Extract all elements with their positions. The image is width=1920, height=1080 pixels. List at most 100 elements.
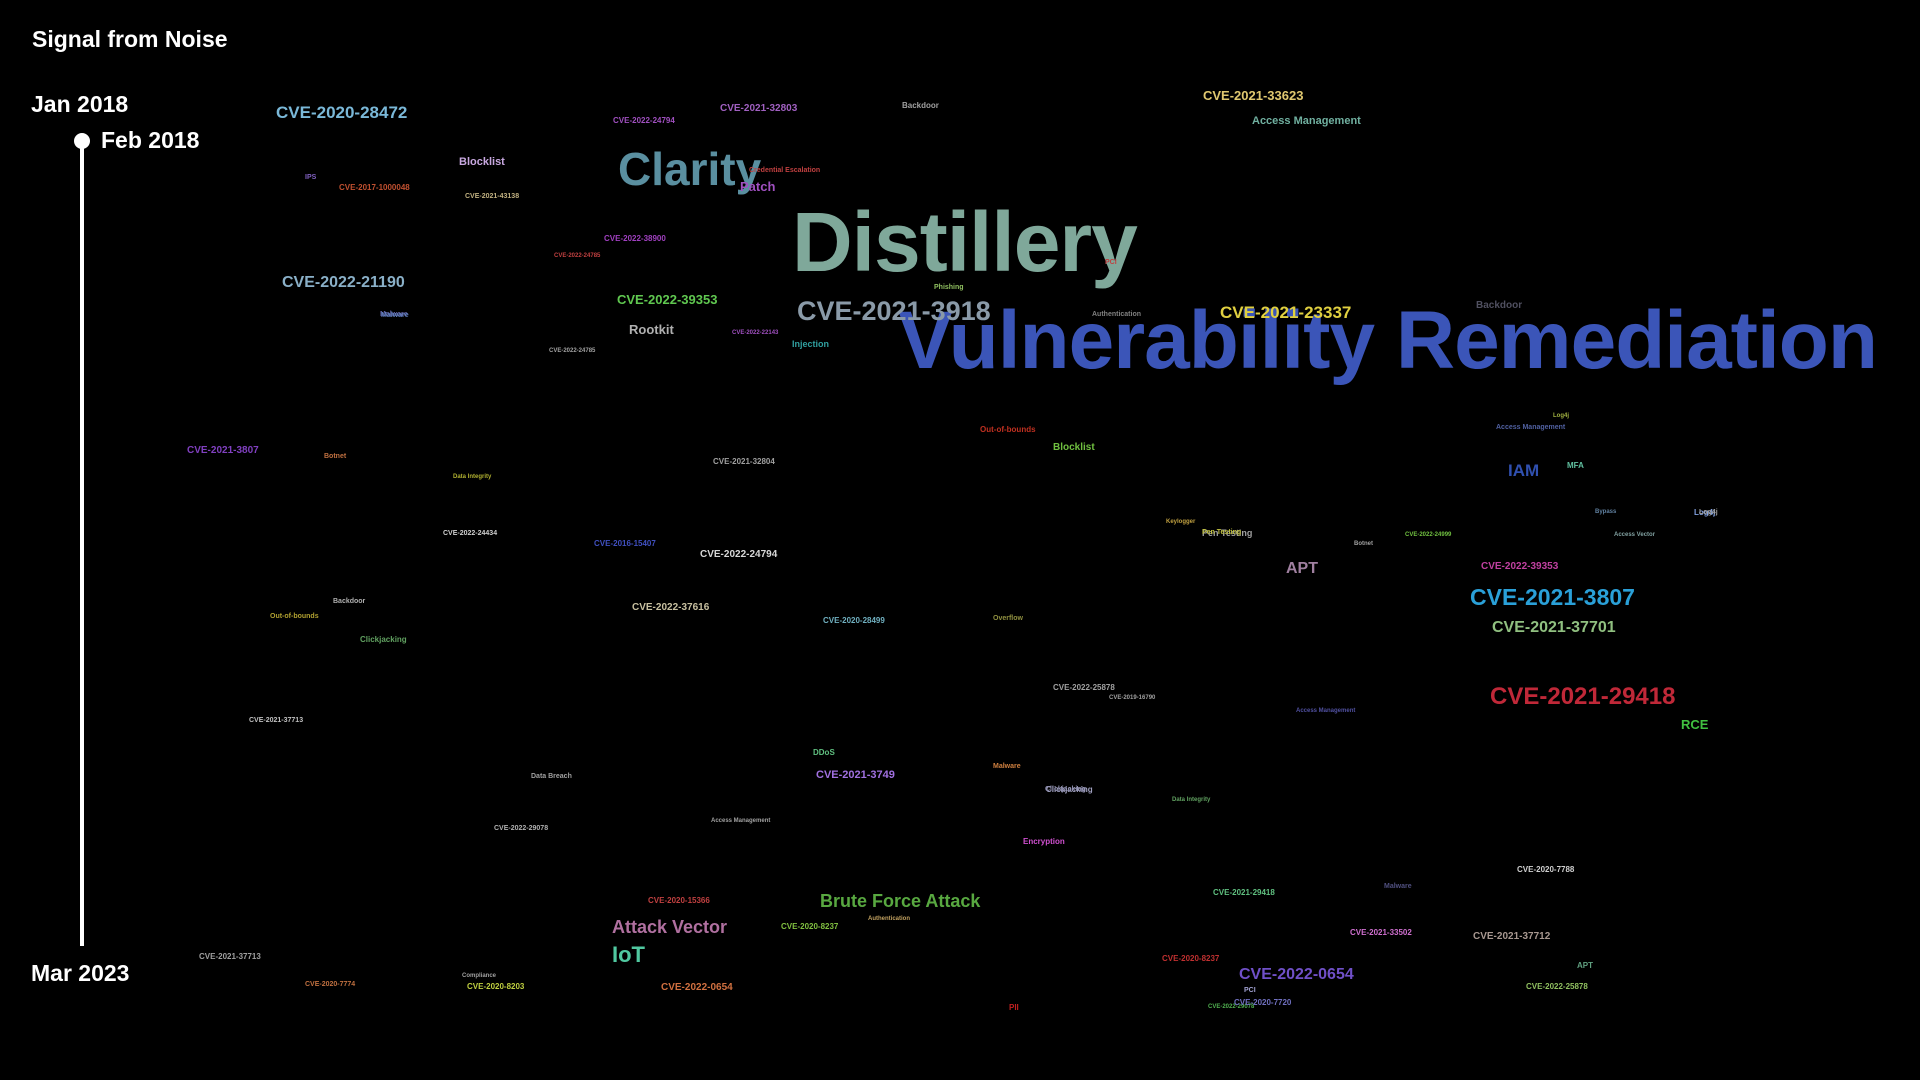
cloud-term[interactable]: CVE-2020-7774 <box>305 981 356 988</box>
cloud-term[interactable]: Brute Force Attack <box>820 891 981 911</box>
cloud-term[interactable]: PII <box>1009 1003 1019 1012</box>
cloud-term[interactable]: Credential Escalation <box>749 167 821 174</box>
cloud-term[interactable]: Access Management <box>1252 115 1361 127</box>
cloud-term[interactable]: Access Vector <box>1614 532 1656 538</box>
cloud-term[interactable]: CVE-2022-24785 <box>554 253 601 259</box>
cloud-term[interactable]: MFA <box>1567 461 1584 470</box>
cloud-term[interactable]: Pen Testing <box>1202 528 1253 538</box>
cloud-term[interactable]: APT <box>1286 560 1318 577</box>
cloud-term[interactable]: Attack Vector <box>612 917 728 937</box>
cloud-term[interactable]: CVE-2021-32803 <box>720 103 798 114</box>
cloud-term[interactable]: Authentication <box>1092 311 1141 318</box>
cloud-term[interactable]: CVE-2020-8237 <box>781 922 839 931</box>
cloud-term[interactable]: Blocklist <box>1053 442 1095 453</box>
cloud-term[interactable]: CVE-2022-29078 <box>1208 1004 1255 1010</box>
cloud-term[interactable]: Botnet <box>1354 541 1373 547</box>
cloud-term[interactable]: IPS <box>305 174 317 181</box>
cloud-term[interactable]: Backdoor <box>333 598 366 605</box>
cloud-term[interactable]: Pen Testing <box>1202 529 1242 536</box>
cloud-term[interactable]: CVE-2022-22143 <box>732 330 779 336</box>
cloud-term[interactable]: Distillery <box>792 195 1138 289</box>
cloud-term[interactable]: CVE-2020-28499 <box>823 616 885 625</box>
cloud-term[interactable]: Data Breach <box>531 773 572 780</box>
cloud-term[interactable]: IoT <box>612 942 645 967</box>
cloud-term[interactable]: Authentication <box>868 916 910 922</box>
cloud-term[interactable]: Overflow <box>993 615 1023 622</box>
cloud-term[interactable]: CVE-2020-8237 <box>1162 954 1220 963</box>
cloud-term[interactable]: CVE-2021-37712 <box>1473 931 1551 942</box>
cloud-term[interactable]: Botnet <box>324 453 347 460</box>
cloud-term[interactable]: CVE-2020-7788 <box>1517 865 1575 874</box>
cloud-term[interactable]: CVE-2019-16790 <box>1109 695 1156 701</box>
cloud-term[interactable]: Patch <box>740 179 776 194</box>
cloud-term[interactable]: Blocklist <box>459 156 505 168</box>
cloud-term[interactable]: RCE <box>1681 717 1709 732</box>
cloud-term[interactable]: Encryption <box>1023 837 1065 846</box>
cloud-term[interactable]: CVE-2021-3749 <box>816 769 895 781</box>
cloud-term[interactable]: APT <box>1577 961 1593 970</box>
cloud-term[interactable]: CVE-2016-15407 <box>594 539 656 548</box>
cloud-term[interactable]: Clarity <box>618 143 762 195</box>
cloud-term[interactable]: CVE-2022-25878 <box>1526 982 1588 991</box>
cloud-term[interactable]: CVE-2017-1000048 <box>339 183 410 192</box>
cloud-term[interactable]: CVE-2022-0654 <box>1239 966 1354 983</box>
cloud-term[interactable]: CVE-2022-38900 <box>604 234 666 243</box>
cloud-term[interactable]: Injection <box>792 339 830 349</box>
cloud-term[interactable]: PCI <box>1105 259 1117 266</box>
cloud-term[interactable]: CVE-2022-24794 <box>613 116 675 125</box>
cloud-term[interactable]: Access Management <box>1496 424 1566 431</box>
cloud-term[interactable]: CVE-2020-7720 <box>1234 998 1292 1007</box>
cloud-term[interactable]: Out-of-bounds <box>980 425 1036 434</box>
cloud-term[interactable]: CVE-2022-24794 <box>700 549 778 560</box>
cloud-term[interactable]: CVE-2022-39353 <box>1481 561 1559 572</box>
cloud-term[interactable]: Backdoor <box>902 101 939 110</box>
cloud-term[interactable]: Out-of-bounds <box>270 613 319 620</box>
cloud-term[interactable]: CVE-2021-43138 <box>465 193 520 200</box>
cloud-term[interactable]: CVE-2022-37616 <box>632 602 710 613</box>
cloud-term[interactable]: Phishing <box>934 284 964 291</box>
cloud-term[interactable]: CVE-2022-24434 <box>443 530 498 537</box>
cloud-term[interactable]: CVE-2021-37713 <box>199 952 261 961</box>
cloud-term[interactable]: CVE-2020-28472 <box>276 103 408 122</box>
cloud-term[interactable]: Log4j <box>1699 509 1718 516</box>
cloud-term[interactable]: Malware <box>1384 883 1412 890</box>
cloud-term[interactable]: CVE-2021-37713 <box>249 717 304 724</box>
cloud-term[interactable]: CVE-2021-3918 <box>797 296 991 326</box>
cloud-term[interactable]: Log4j <box>1694 508 1716 517</box>
cloud-term[interactable]: Malware <box>380 311 408 318</box>
cloud-term[interactable]: Vulnerability Remediation <box>898 295 1878 386</box>
cloud-term[interactable]: CVE-2021-29418 <box>1213 888 1275 897</box>
cloud-term[interactable]: CVE-2021-33502 <box>1350 928 1412 937</box>
cloud-term[interactable]: CVE-2021-37701 <box>1492 619 1616 636</box>
cloud-term[interactable]: Clickjacking <box>1046 785 1093 794</box>
cloud-term[interactable]: Malware <box>381 312 409 319</box>
cloud-term[interactable]: Bypass <box>1595 509 1617 515</box>
cloud-term[interactable]: CVE-2022-21190 <box>282 274 405 291</box>
cloud-term[interactable]: Clickjacking <box>1045 786 1086 793</box>
cloud-term[interactable]: Backdoor <box>1476 300 1523 311</box>
cloud-term[interactable]: CVE-2021-33623 <box>1203 88 1304 103</box>
cloud-term[interactable]: Data Integrity <box>453 474 492 480</box>
timeline-track[interactable] <box>80 140 84 946</box>
cloud-term[interactable]: CVE-2022-24999 <box>1405 532 1452 538</box>
cloud-term[interactable]: CVE-2021-32804 <box>713 457 775 466</box>
cloud-term[interactable]: PCI <box>1244 987 1256 994</box>
cloud-term[interactable]: CVE-2022-24785 <box>549 348 596 354</box>
cloud-term[interactable]: Access Management <box>711 818 771 824</box>
cloud-term[interactable]: CVE-2022-25878 <box>1053 683 1115 692</box>
cloud-term[interactable]: CVE-2021-3807 <box>187 445 259 456</box>
cloud-term[interactable]: Malware <box>993 763 1021 770</box>
cloud-term[interactable]: CVE-2020-8203 <box>467 982 525 991</box>
cloud-term[interactable]: CVE-2021-23337 <box>1220 303 1352 322</box>
cloud-term[interactable]: IAM <box>1508 461 1540 480</box>
cloud-term[interactable]: Keylogger <box>1166 519 1196 525</box>
cloud-term[interactable]: Rootkit <box>629 322 674 337</box>
cloud-term[interactable]: Compliance <box>462 973 497 979</box>
cloud-term[interactable]: CVE-2021-29418 <box>1490 683 1676 710</box>
cloud-term[interactable]: CVE-2020-15366 <box>648 896 710 905</box>
cloud-term[interactable]: Log4j <box>1553 413 1569 419</box>
cloud-term[interactable]: DDoS <box>813 748 835 757</box>
cloud-term[interactable]: Clickjacking <box>360 635 407 644</box>
cloud-term[interactable]: CVE-2022-0654 <box>661 982 733 993</box>
cloud-term[interactable]: CVE-2022-29078 <box>494 825 549 832</box>
